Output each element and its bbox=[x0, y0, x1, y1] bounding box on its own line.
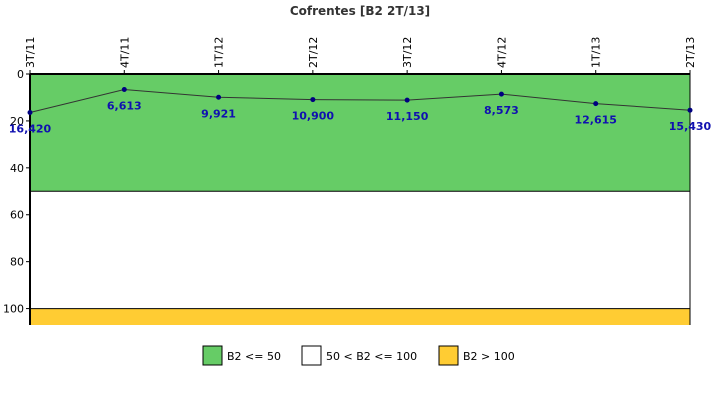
data-point bbox=[498, 91, 504, 97]
data-point bbox=[404, 97, 410, 103]
y-tick-label: 0 bbox=[17, 68, 24, 81]
threshold-bands bbox=[30, 74, 690, 325]
data-label: 6,613 bbox=[107, 100, 142, 113]
series-line bbox=[29, 89, 691, 114]
x-tick-label: 4T/11 bbox=[118, 37, 131, 68]
data-point bbox=[687, 107, 693, 113]
data-label: 8,573 bbox=[484, 104, 519, 117]
data-point bbox=[121, 87, 127, 93]
y-tick-label: 20 bbox=[10, 115, 24, 128]
legend-label-0: B2 <= 50 bbox=[227, 350, 281, 363]
x-tick-label: 2T/13 bbox=[684, 37, 697, 68]
legend-swatch-1 bbox=[301, 345, 322, 366]
data-point bbox=[27, 110, 33, 116]
x-tick-label: 4T/12 bbox=[495, 37, 508, 68]
data-label: 10,900 bbox=[292, 110, 335, 123]
data-label: 16,420 bbox=[9, 123, 52, 136]
y-tick-label: 80 bbox=[10, 256, 24, 269]
data-label: 15,430 bbox=[669, 120, 712, 133]
x-tick-label: 2T/12 bbox=[307, 37, 320, 68]
y-tick-label: 60 bbox=[10, 209, 24, 222]
x-axis: 3T/11 4T/11 1T/12 2T/12 3T/12 4T/12 1T/13 2T/13 bbox=[24, 37, 697, 74]
data-point bbox=[310, 97, 316, 103]
band-1 bbox=[30, 191, 690, 309]
legend-swatch-0 bbox=[202, 345, 223, 366]
legend-label-2: B2 > 100 bbox=[463, 350, 515, 363]
legend-swatch-2 bbox=[438, 345, 459, 366]
y-tick-label: 100 bbox=[3, 303, 24, 316]
data-point bbox=[216, 94, 222, 100]
data-label: 12,615 bbox=[574, 114, 616, 127]
data-label: 11,150 bbox=[386, 110, 429, 123]
legend: B2 <= 50 50 < B2 <= 100 B2 > 100 bbox=[202, 345, 515, 366]
legend-label-1: 50 < B2 <= 100 bbox=[326, 350, 417, 363]
band-0 bbox=[30, 74, 690, 192]
x-tick-label: 1T/12 bbox=[213, 37, 226, 68]
plot-frame bbox=[29, 73, 691, 325]
y-axis: 0 20 40 60 80 100 bbox=[3, 68, 30, 316]
data-label: 9,921 bbox=[201, 107, 236, 120]
chart-title: Cofrentes [B2 2T/13] bbox=[290, 4, 430, 18]
x-tick-label: 3T/11 bbox=[24, 37, 37, 68]
y-tick-label: 40 bbox=[10, 162, 24, 175]
x-tick-label: 1T/13 bbox=[590, 37, 603, 68]
x-tick-label: 3T/12 bbox=[401, 37, 414, 68]
data-point bbox=[593, 101, 599, 107]
data-series: 16,420 6,613 9,921 10,900 11,150 8,573 12,615 1… bbox=[9, 87, 712, 136]
band-2 bbox=[30, 308, 690, 325]
